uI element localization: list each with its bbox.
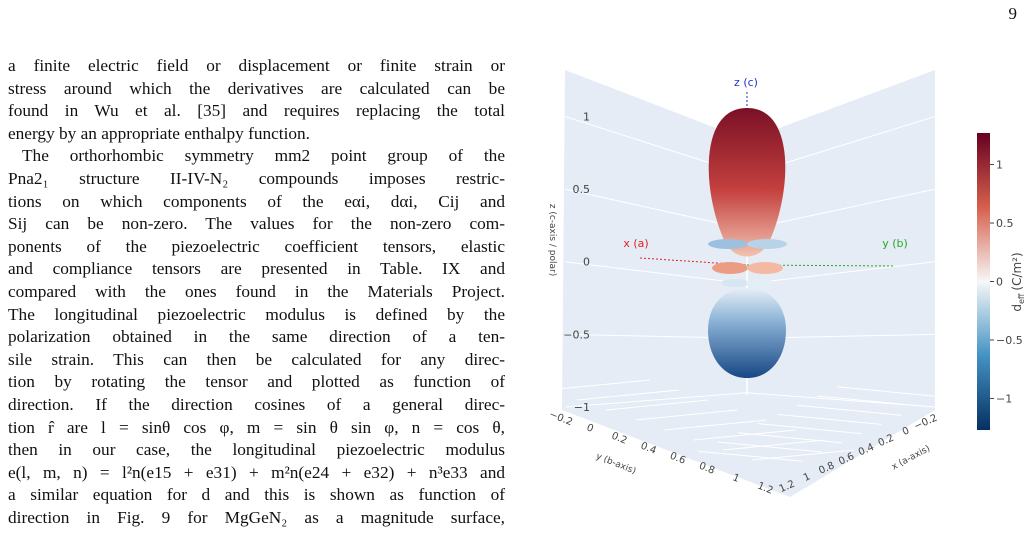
x-title: x (a-axis) [890, 444, 932, 473]
side-lobe [747, 262, 783, 274]
grid-line [836, 386, 941, 398]
z-title: z (c-axis / polar) [547, 204, 557, 277]
text-line: a finite electric field or displacement … [8, 56, 505, 75]
y-axis-label: y (b) [882, 237, 908, 250]
surface [708, 108, 787, 378]
colorbar-tick-label: 1 [996, 159, 1003, 172]
side-lobe [721, 279, 749, 287]
grid-line [564, 188, 748, 230]
colorbar-title-unit: (C/m²) [1010, 252, 1024, 290]
colorbar-title-symbol: d [1010, 304, 1024, 312]
z-tick-label: 0 [583, 256, 590, 269]
side-lobe [747, 239, 787, 249]
x-tick-label: 0 [901, 425, 911, 438]
x-tick-label: 1 [802, 471, 812, 484]
grid-line [816, 395, 922, 407]
grid-line [746, 188, 936, 230]
text-line: tion r̂ are l = sinθ cos φ, m = sin θ si… [8, 417, 505, 437]
text-line: and compliance tensors are presented in … [8, 259, 505, 279]
text-line: stress around which the derivatives are … [8, 78, 505, 98]
grid-line [722, 439, 826, 451]
grid-line [777, 413, 882, 425]
colorbar-title: deff (C/m²) [1010, 252, 1026, 311]
grid-line [717, 441, 823, 453]
z-tick-label: 0.5 [573, 183, 591, 196]
text-line: compared with the ones found in the Mate… [8, 282, 505, 301]
y-tick-label: 0 [585, 422, 595, 435]
grid-line [698, 450, 803, 462]
x-axis-label: x (a) [623, 237, 648, 250]
colorbar-title-sub: eff [1017, 293, 1026, 304]
colorbar-tick-label: 0 [996, 276, 1003, 289]
text-line: tion by rotating the tensor and plotted … [8, 372, 505, 392]
grid-line [746, 261, 936, 285]
text-line: a similar equation for d and this is sho… [8, 485, 505, 505]
grid-line [547, 379, 650, 391]
side-lobe [746, 279, 774, 287]
side-lobe [712, 262, 748, 274]
grid-line [564, 392, 748, 408]
text-line: direction. If the direction cosines of a… [8, 395, 505, 414]
text-line: polarization obtained in the same direct… [8, 327, 505, 347]
grid-line [797, 404, 902, 416]
text-line: tions on which components of the eαi, dα… [8, 191, 505, 211]
grid-line [606, 399, 709, 411]
page-number: 9 [1008, 4, 1018, 23]
text-line: then in our case, the longitudinal piezo… [8, 440, 505, 460]
colorbar-tick-label: −0.5 [996, 334, 1023, 347]
z-tick-label: −1 [574, 401, 590, 414]
side-lobe [708, 239, 748, 249]
grid-line [737, 432, 842, 444]
colorbar-tick-label: 0.5 [996, 217, 1014, 230]
text-line: Sij can be non-zero. The values for the … [8, 214, 505, 234]
text-line: e(l, m, n) = l²n(e15 + e31) + m²n(e24 + … [8, 462, 505, 482]
grid-line [635, 409, 738, 421]
text-line: ponents of the piezoelectric coefficient… [8, 236, 505, 256]
grid-line [693, 429, 796, 441]
y-tick-label: 1 [731, 472, 741, 485]
text-line: sile strain. This can then be calculated… [8, 349, 505, 369]
left-wall [562, 70, 747, 410]
colorbar-tick-label: −1 [996, 392, 1012, 405]
upper-lobe [708, 108, 786, 257]
text-line: The orthorhombic symmetry mm2 point grou… [22, 146, 505, 166]
z-axis-label: z (c) [734, 76, 758, 89]
z-tick-label: −0.5 [563, 328, 590, 341]
text-line: found in Wu et al. [35] and requires rep… [8, 101, 505, 121]
text-line: The longitudinal piezoelectric modulus i… [8, 304, 505, 324]
colorbar [977, 133, 990, 430]
right-wall [747, 70, 935, 410]
lower-lobe [708, 288, 786, 378]
grid-line [664, 419, 767, 431]
text-line: energy by an appropriate enthalpy functi… [8, 123, 310, 143]
grid-line [564, 261, 748, 285]
y-title: y (b-axis) [594, 452, 637, 477]
grid-line [576, 389, 680, 401]
text-line: direction in Fig. 9 for MgGeN₂ as a magn… [8, 508, 505, 527]
text-line: Pna2₁ structure II-IV-N₂ compounds impos… [8, 169, 505, 188]
z-tick-label: 1 [583, 110, 590, 123]
grid-line [757, 423, 862, 435]
